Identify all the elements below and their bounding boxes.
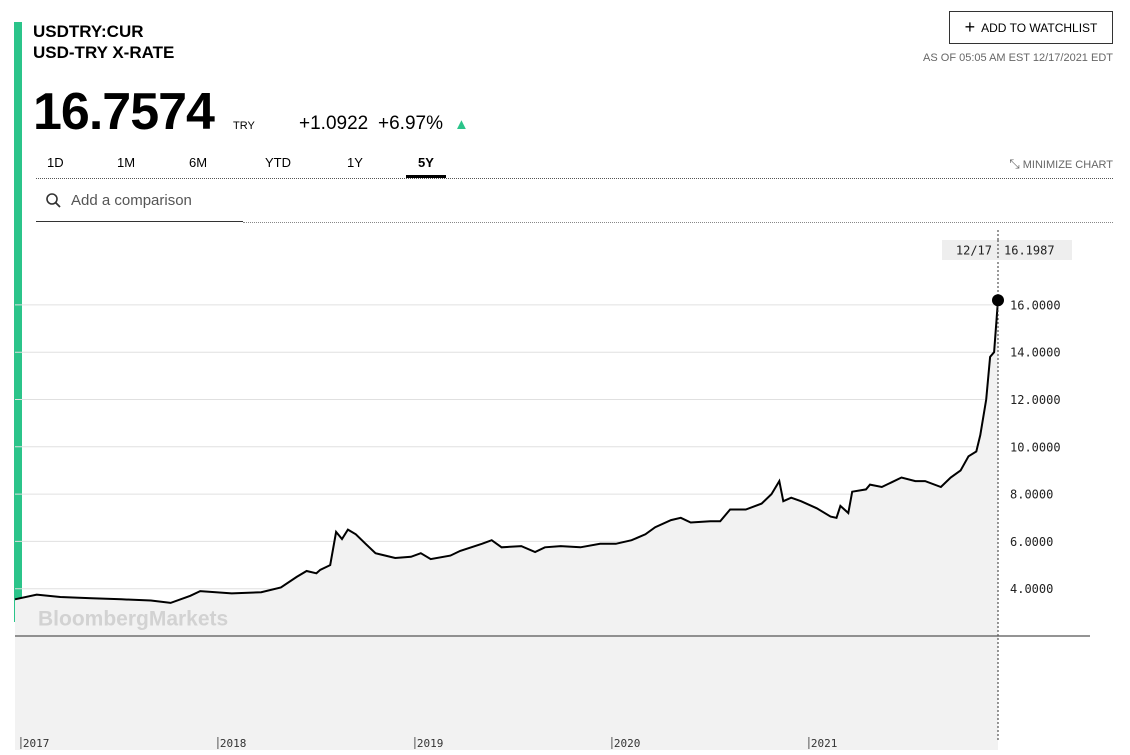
range-tab[interactable]: 1D (47, 155, 64, 170)
y-tick-label: 6.0000 (1010, 535, 1053, 549)
symbol: USDTRY:CUR (33, 22, 144, 41)
search-icon (46, 193, 61, 208)
x-tick-label: 2021 (811, 737, 838, 750)
price-line (14, 300, 999, 604)
y-tick-label: 8.0000 (1010, 488, 1053, 502)
y-tick-label: 4.0000 (1010, 582, 1053, 596)
x-tick-label: 2019 (417, 737, 444, 750)
x-tick-label: 2020 (614, 737, 641, 750)
search-input[interactable]: Add a comparison (71, 192, 192, 209)
accent-bar (14, 22, 22, 622)
divider (243, 222, 1113, 223)
price: 16.7574 (33, 83, 215, 141)
minimize-label[interactable]: MINIMIZE CHART (1022, 159, 1113, 171)
as-of: AS OF 05:05 AM EST 12/17/2021 EDT (923, 52, 1113, 64)
crosshair-box (942, 240, 1072, 260)
range-tab[interactable]: 1M (117, 155, 136, 170)
range-tab[interactable]: 6M (189, 155, 208, 170)
active-tab-underline (406, 175, 446, 178)
x-tick-label: 2018 (220, 737, 247, 750)
y-tick-label: 16.0000 (1010, 298, 1061, 312)
divider (36, 178, 1113, 179)
range-tab[interactable]: YTD (265, 155, 291, 170)
change-pct: +6.97% (378, 113, 443, 134)
range-tab[interactable]: 1Y (347, 155, 363, 170)
change: +1.0922 (299, 113, 369, 134)
watchlist-button[interactable]: + ADD TO WATCHLIST (949, 11, 1113, 44)
y-tick-label: 10.0000 (1010, 440, 1061, 454)
crosshair-date: 12/17 (956, 244, 992, 258)
instrument-name: USD-TRY X-RATE (33, 43, 175, 62)
area (15, 300, 998, 636)
watchlist-label[interactable]: ADD TO WATCHLIST (981, 20, 1098, 35)
range-tab[interactable]: 5Y (418, 155, 434, 170)
last-point (992, 294, 1004, 307)
lower-pane (15, 636, 998, 750)
up-arrow: ▲ (454, 116, 469, 133)
crosshair-value: 16.1987 (1004, 244, 1055, 258)
currency: TRY (233, 120, 255, 132)
minimize-chart[interactable]: ⤡ MINIMIZE CHART (1009, 156, 1113, 171)
search-underline (36, 221, 243, 222)
watermark: BloombergMarkets (38, 608, 228, 631)
x-tick-label: 2017 (23, 737, 50, 750)
y-tick-label: 14.0000 (1010, 346, 1061, 360)
y-tick-label: 12.0000 (1010, 393, 1061, 407)
